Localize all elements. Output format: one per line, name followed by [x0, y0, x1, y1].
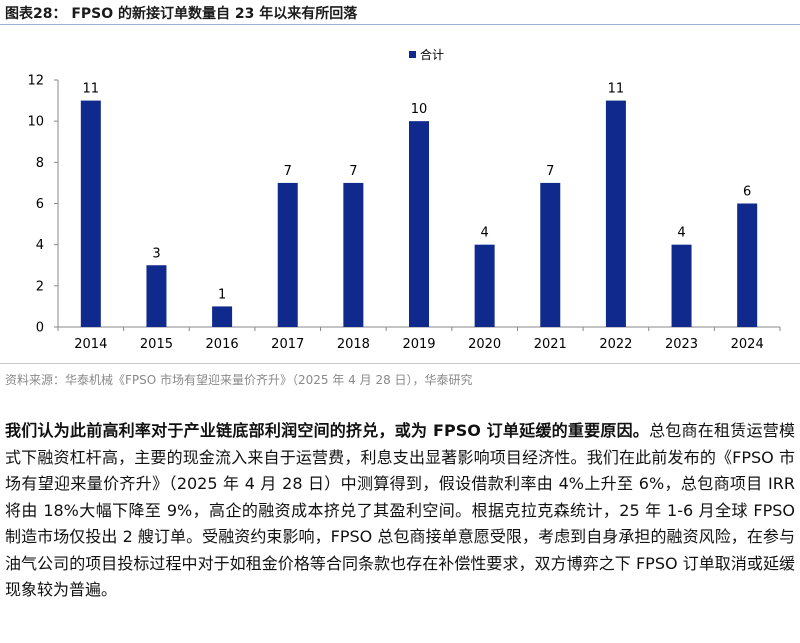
y-tick-label: 2 — [36, 279, 44, 294]
x-tick-label-2016: 2016 — [206, 337, 239, 352]
x-tick-label-2015: 2015 — [140, 337, 173, 352]
bar-2024 — [737, 203, 758, 327]
legend-label: 合计 — [420, 47, 444, 62]
data-label-2024: 6 — [743, 185, 751, 200]
y-tick-label: 0 — [36, 321, 44, 336]
bar-2019 — [409, 121, 429, 328]
data-label-2015: 3 — [152, 246, 160, 261]
analysis-paragraph: 我们认为此前高利率对于产业链底部利润空间的挤兑，或为 FPSO 订单延缓的重要原… — [5, 418, 795, 604]
bar-2014 — [80, 100, 101, 327]
y-tick-label: 10 — [27, 115, 44, 130]
data-label-2019: 10 — [411, 102, 428, 117]
bar-2018 — [343, 182, 364, 327]
data-label-2022: 11 — [608, 82, 625, 97]
y-tick-label: 6 — [36, 197, 44, 212]
y-tick-label: 8 — [36, 156, 44, 171]
data-label-2023: 4 — [677, 226, 685, 241]
data-label-2018: 7 — [349, 164, 357, 179]
chart-bars — [80, 100, 758, 328]
data-label-2020: 4 — [480, 226, 488, 241]
data-label-2017: 7 — [284, 164, 292, 179]
figure-title: 图表28： FPSO 的新接订单数量自 23 年以来有所回落 — [5, 6, 358, 22]
x-tick-label-2019: 2019 — [402, 337, 435, 352]
bar-2016 — [212, 306, 233, 327]
bar-2022 — [605, 100, 626, 327]
chart-data-labels: 11 3 1 7 7 10 4 7 11 4 6 — [83, 82, 752, 303]
x-tick-label-2018: 2018 — [337, 337, 370, 352]
bar-2023 — [671, 244, 692, 327]
paragraph-lead: 我们认为此前高利率对于产业链底部利润空间的挤兑，或为 FPSO 订单延缓的重要原… — [5, 421, 650, 440]
bar-chart: 0 2 4 6 8 10 12 2014 2015 2016 2017 2018 2019 2020 202… — [27, 47, 781, 352]
x-tick-label-2020: 2020 — [468, 337, 501, 352]
x-tick-label-2023: 2023 — [665, 337, 698, 352]
x-tick-label-2024: 2024 — [731, 337, 764, 352]
data-label-2021: 7 — [546, 164, 554, 179]
x-tick-label-2014: 2014 — [74, 337, 107, 352]
y-tick-label: 12 — [27, 74, 44, 89]
x-tick-label-2022: 2022 — [599, 337, 632, 352]
bar-2020 — [474, 244, 495, 327]
bar-2017 — [277, 182, 298, 327]
chart-legend: 合计 — [409, 47, 444, 62]
legend-swatch — [409, 51, 416, 58]
data-label-2014: 11 — [83, 82, 100, 97]
y-tick-label: 4 — [36, 238, 44, 253]
bar-2021 — [540, 182, 561, 327]
chart-axes: 0 2 4 6 8 10 12 2014 2015 2016 2017 2018 2019 2020 202… — [27, 74, 781, 352]
bar-2015 — [146, 265, 167, 327]
data-label-2016: 1 — [218, 287, 226, 302]
source-divider — [0, 363, 800, 364]
title-divider — [0, 24, 800, 25]
x-tick-label-2021: 2021 — [534, 337, 567, 352]
source-note: 资料来源：华泰机械《FPSO 市场有望迎来量价齐升》（2025 年 4 月 28… — [5, 373, 473, 387]
paragraph-body: 总包商在租赁运营模式下融资杠杆高，主要的现金流入来自于运营费，利息支出显著影响项… — [5, 421, 795, 599]
x-tick-label-2017: 2017 — [271, 337, 304, 352]
